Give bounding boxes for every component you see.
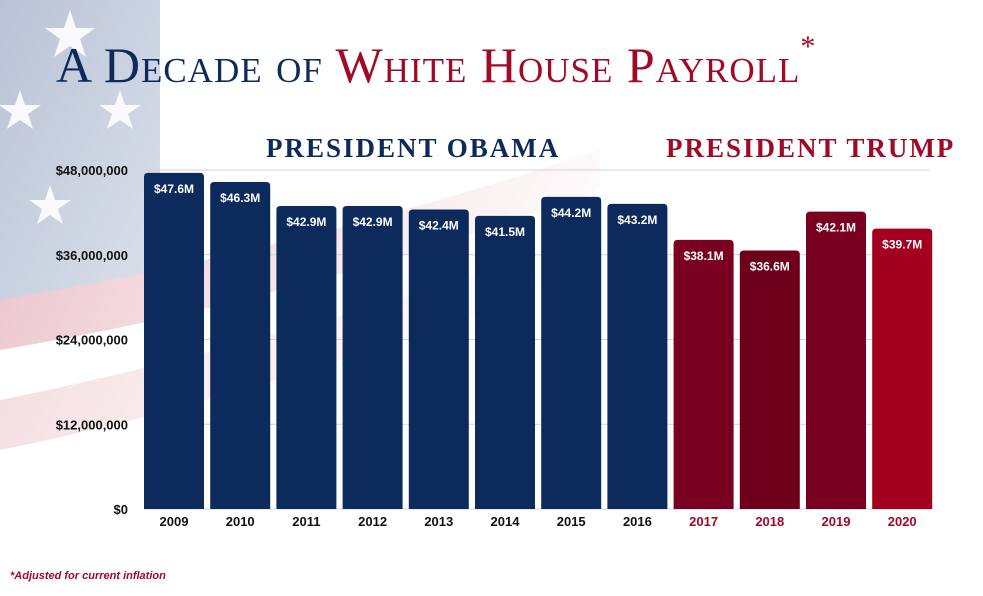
data-label: $36.6M <box>750 260 790 274</box>
bar-2013 <box>408 209 469 510</box>
x-tick-label: 2015 <box>557 514 586 529</box>
bar-2020 <box>872 228 933 509</box>
data-label: $42.9M <box>353 215 393 229</box>
data-label: $42.9M <box>286 215 326 229</box>
footnote: *Adjusted for current inflation <box>10 570 166 582</box>
bar-2016 <box>607 203 668 509</box>
bar-2019 <box>806 211 866 509</box>
chart-title: A Decade of White House Payroll* <box>56 30 816 94</box>
data-label: $43.2M <box>617 213 657 227</box>
y-tick-label: $36,000,000 <box>56 248 128 263</box>
group-label-trump: PRESIDENT TRUMP <box>666 133 956 163</box>
data-label: $44.2M <box>551 206 591 220</box>
bar-2015 <box>541 196 602 509</box>
data-label: $42.1M <box>816 221 856 235</box>
x-tick-label: 2018 <box>755 514 784 529</box>
bar-2009 <box>144 172 204 509</box>
data-label: $41.5M <box>485 225 525 239</box>
title-part-1: A Decade of <box>56 37 323 93</box>
bar-2014 <box>475 215 535 509</box>
bar-2012 <box>342 206 403 510</box>
title-part-2: White House Payroll <box>335 37 801 93</box>
bar-2017 <box>673 239 734 509</box>
x-tick-label: 2019 <box>822 514 851 529</box>
x-tick-label: 2017 <box>689 514 718 529</box>
x-tick-label: 2016 <box>623 514 652 529</box>
data-label: $46.3M <box>220 191 260 205</box>
x-tick-label: 2020 <box>888 514 917 529</box>
x-tick-label: 2011 <box>292 514 320 529</box>
bar-2010 <box>210 182 271 509</box>
data-label: $47.6M <box>154 182 194 196</box>
x-tick-label: 2014 <box>491 514 521 529</box>
y-tick-label: $12,000,000 <box>56 417 128 432</box>
y-tick-label: $48,000,000 <box>56 163 128 178</box>
bar-2011 <box>276 206 337 510</box>
x-tick-label: 2012 <box>358 514 387 529</box>
x-tick-label: 2009 <box>160 514 189 529</box>
data-label: $39.7M <box>882 238 922 252</box>
bar-2018 <box>739 250 800 509</box>
group-label-obama: PRESIDENT OBAMA <box>266 133 561 163</box>
data-label: $38.1M <box>684 249 724 263</box>
x-tick-label: 2013 <box>424 514 453 529</box>
title-asterisk: * <box>800 30 817 63</box>
y-tick-label: $0 <box>114 502 128 517</box>
y-tick-label: $24,000,000 <box>56 333 128 348</box>
data-label: $42.4M <box>419 219 459 233</box>
x-tick-label: 2010 <box>226 514 255 529</box>
